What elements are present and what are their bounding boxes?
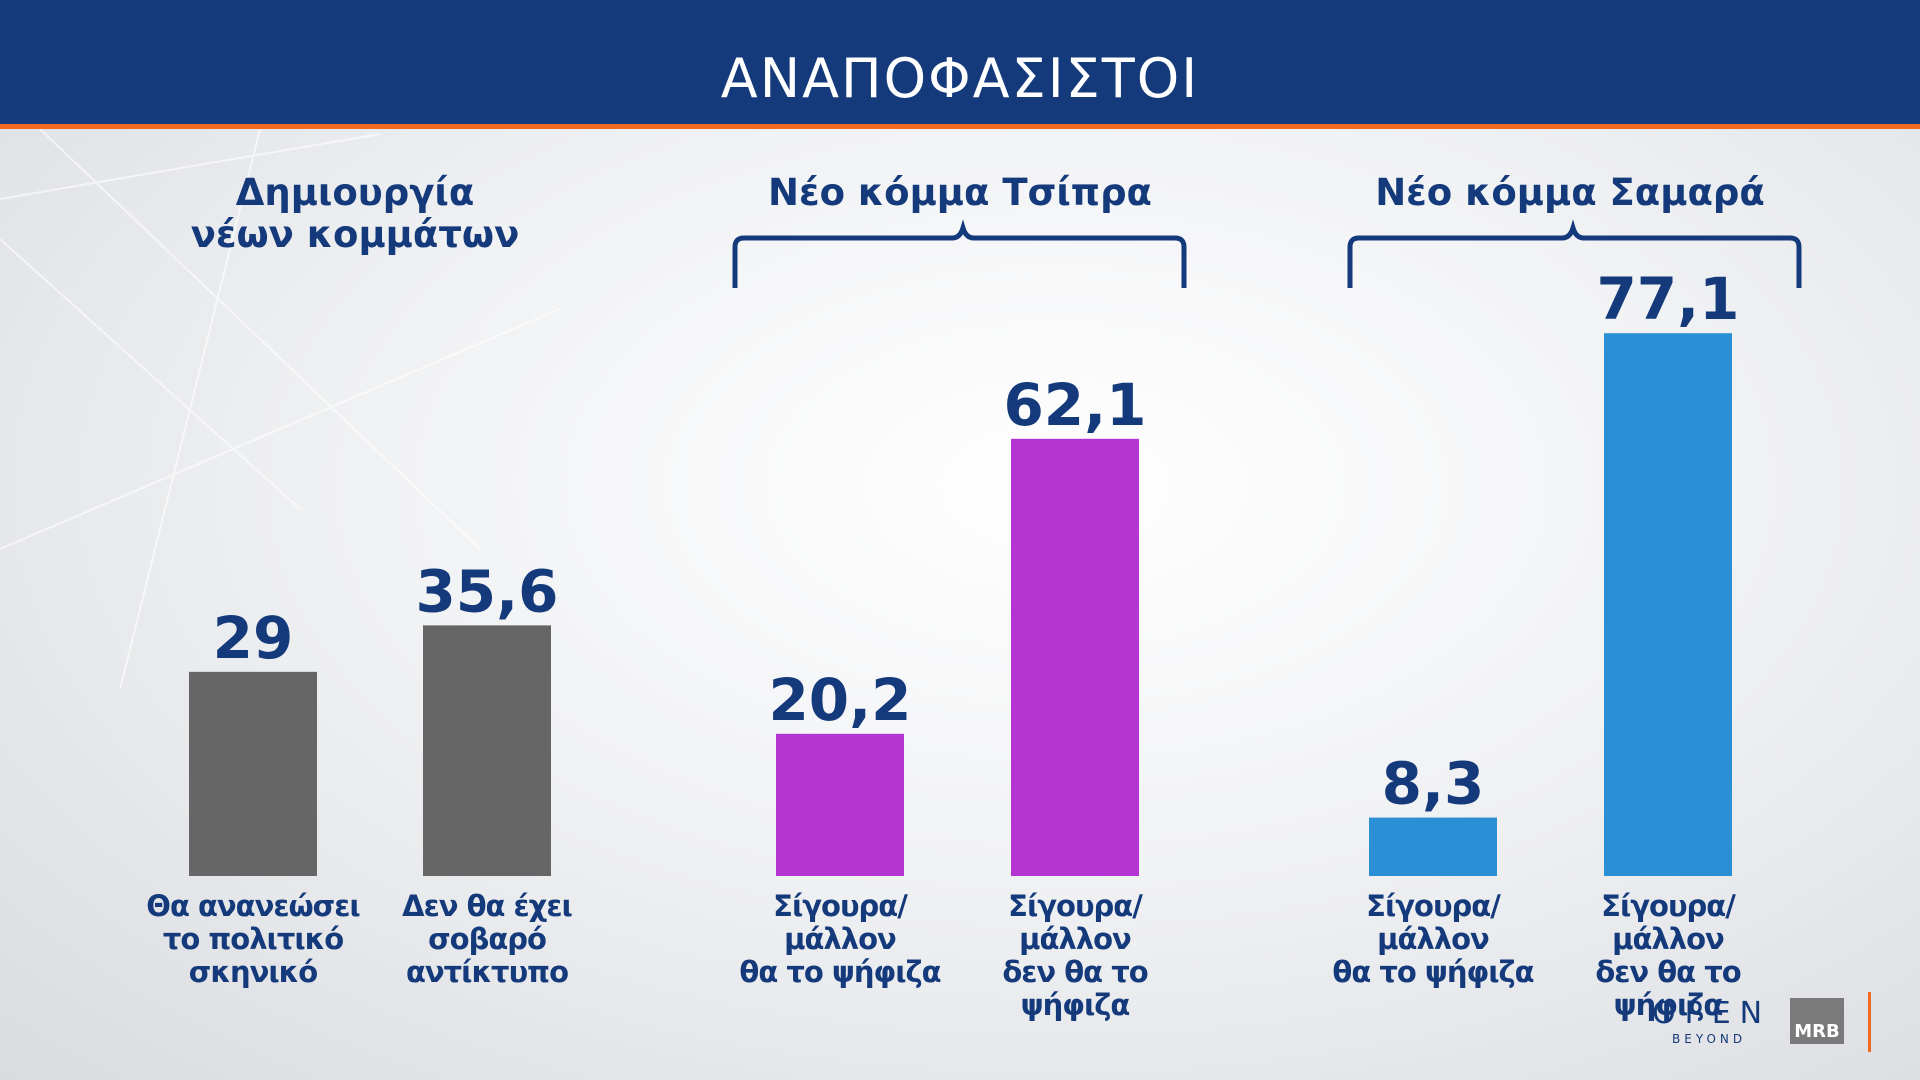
category-label-1: Δεν θα έχει σοβαρό αντίκτυπο	[402, 889, 573, 989]
bar-value-label-5: 77,1	[1596, 265, 1739, 333]
bar-3	[1011, 438, 1139, 876]
bar-5	[1604, 333, 1732, 876]
bar-value-label-2: 20,2	[768, 666, 911, 734]
bar-4	[1369, 817, 1497, 876]
category-label-4: Σίγουρα/μάλλον θα το ψήφιζα	[1332, 889, 1534, 989]
mrb-logo: MRB	[1790, 998, 1844, 1044]
category-label-3: Σίγουρα/μάλλον δεν θα το ψήφιζα	[1002, 889, 1148, 1022]
bar-value-label-4: 8,3	[1382, 750, 1485, 818]
bar-1	[423, 625, 551, 876]
category-label-0: Θα ανανεώσει το πολιτικό σκηνικό	[146, 889, 360, 989]
category-label-2: Σίγουρα/μάλλον θα το ψήφιζα	[739, 889, 941, 989]
header-bar: ΑΝΑΠΟΦΑΣΙΣΤΟΙ	[0, 0, 1920, 129]
group-title-new-parties: Δημιουργία νέων κομμάτων	[190, 171, 520, 256]
category-label-5: Σίγουρα/μάλλον δεν θα το ψήφιζα	[1595, 889, 1741, 1022]
group-title-samaras: Νέο κόμμα Σαμαρά	[1375, 171, 1765, 214]
footer-divider	[1868, 992, 1871, 1052]
group-bracket-tsipras	[732, 219, 1187, 288]
group-title-tsipras: Νέο κόμμα Τσίπρα	[768, 171, 1152, 214]
bar-value-label-1: 35,6	[415, 557, 558, 625]
bar-2	[776, 733, 904, 876]
open-logo: OPEN	[1652, 996, 1772, 1031]
bar-value-label-3: 62,1	[1003, 371, 1146, 439]
bar-value-label-0: 29	[213, 604, 294, 672]
bar-0	[189, 671, 317, 876]
background-decoration	[0, 129, 561, 690]
page-title: ΑΝΑΠΟΦΑΣΙΣΤΟΙ	[720, 47, 1200, 110]
group-bracket-samaras	[1347, 219, 1802, 288]
open-beyond-logo-text: BEYOND	[1672, 1032, 1747, 1046]
